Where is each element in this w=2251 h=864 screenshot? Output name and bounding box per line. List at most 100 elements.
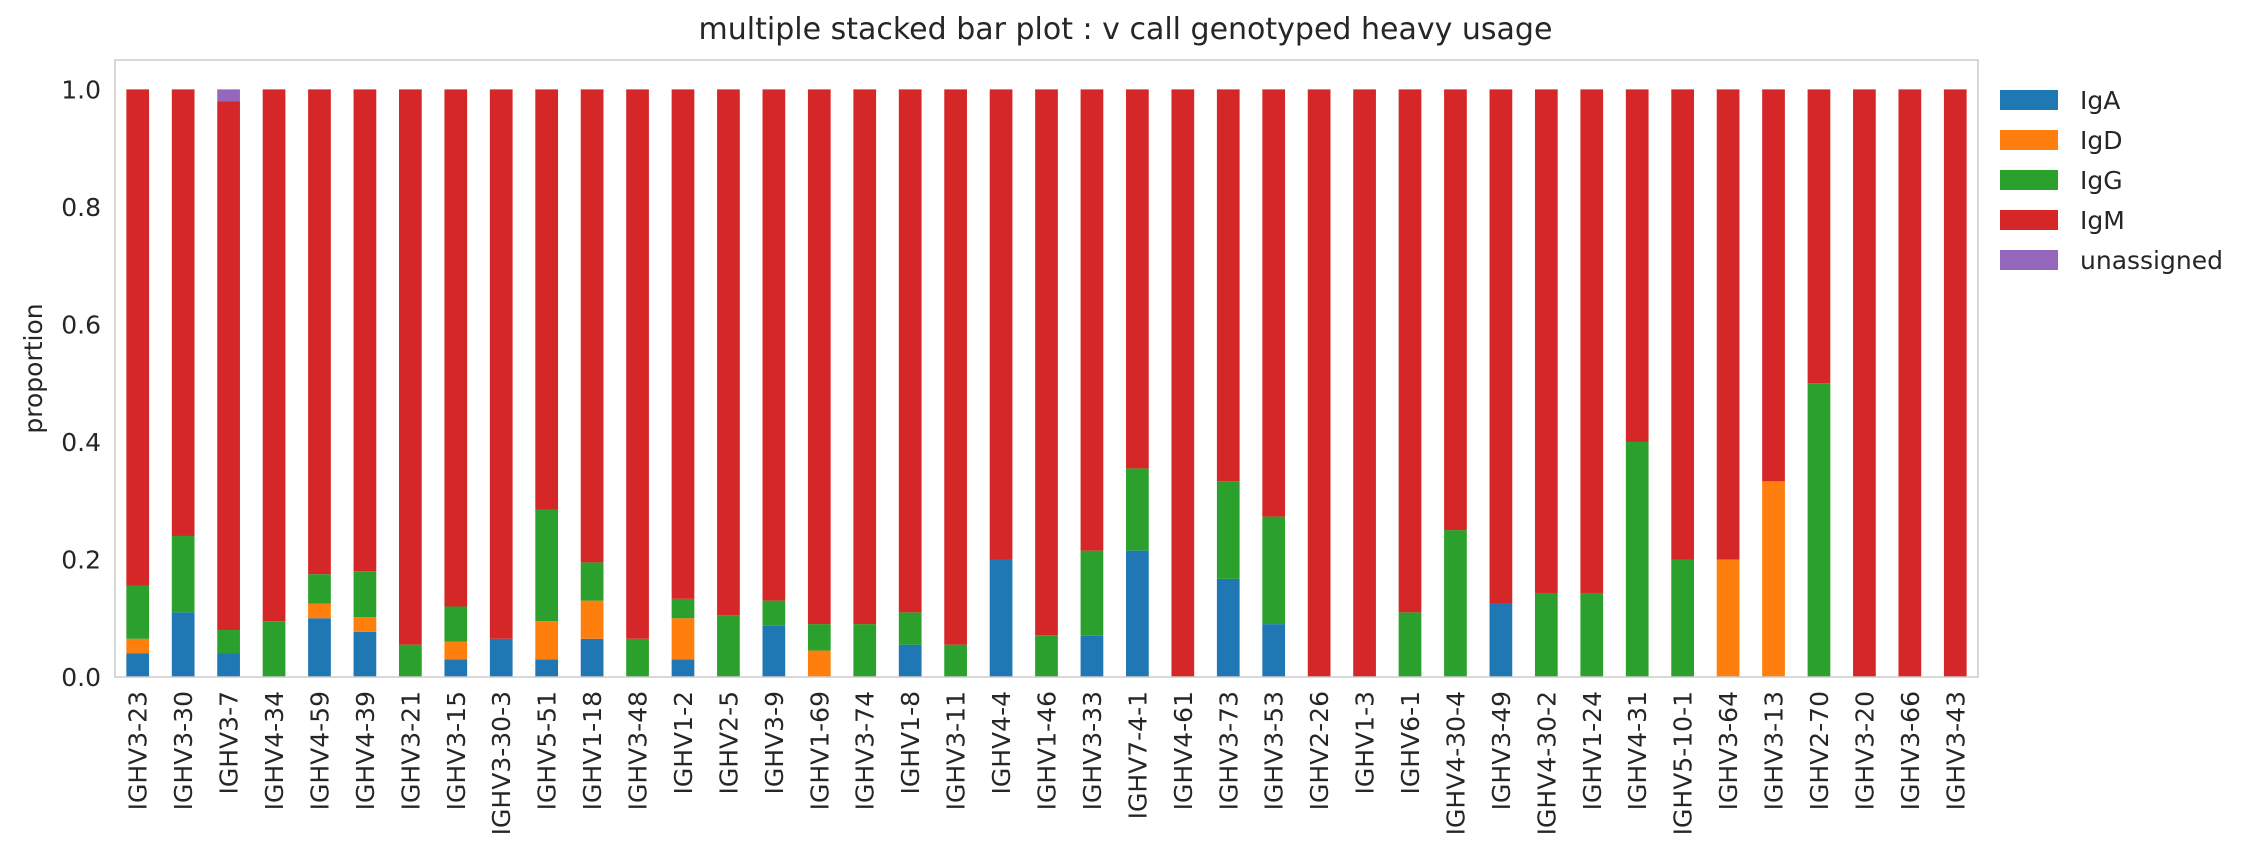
x-tick-label: IGHV3-53	[1260, 691, 1289, 810]
bar-segment-iga-ighv4-39	[353, 631, 377, 677]
bar-segment-igm-ighv3-20	[1853, 89, 1876, 677]
bar-segment-igm-ighv4-39	[353, 89, 377, 572]
bar-segment-igg-ighv6-1	[1398, 612, 1422, 677]
y-tick-label: 0.0	[61, 663, 101, 692]
bar-segment-iga-ighv4-4	[989, 559, 1013, 677]
x-tick-label: IGHV4-61	[1169, 691, 1198, 810]
x-tick-label: IGHV7-4-1	[1123, 691, 1152, 819]
bar-segment-igm-ighv3-13	[1762, 89, 1785, 482]
x-tick-label: IGHV3-74	[851, 691, 880, 810]
x-tick-label: IGHV3-33	[1078, 691, 1107, 810]
legend-swatch	[2000, 250, 2058, 270]
bar-segment-igm-ighv3-49	[1489, 89, 1513, 604]
bar-segment-igm-ighv3-11	[944, 89, 967, 645]
bar-segment-igd-ighv3-15	[444, 641, 468, 660]
x-axis: IGHV3-23 IGHV3-30 IGHV3-7 IGHV4-34 IGHV4-59 I…	[124, 691, 1971, 835]
plot-frame	[114, 59, 1979, 678]
y-tick-label: 0.4	[61, 428, 101, 457]
bars-group	[126, 89, 1967, 677]
x-tick-label: IGHV3-64	[1714, 691, 1743, 810]
bar-segment-iga-ighv3-73	[1216, 578, 1240, 677]
bar-segment-igg-ighv4-34	[262, 621, 286, 677]
x-tick-label: IGHV2-26	[1305, 691, 1334, 810]
x-tick-label: IGHV5-51	[533, 691, 562, 810]
bar-segment-iga-ighv1-18	[580, 638, 604, 677]
bar-segment-igg-ighv7-4-1	[1126, 468, 1149, 551]
bar-segment-igm-ighv1-18	[580, 89, 604, 563]
x-tick-label: IGHV1-24	[1578, 691, 1607, 810]
bar-segment-igm-ighv4-59	[308, 89, 331, 575]
bar-segment-igg-ighv5-10-1	[1671, 559, 1695, 677]
bar-segment-igm-ighv2-5	[717, 89, 740, 616]
x-tick-label: IGHV4-39	[351, 691, 380, 810]
bar-segment-igg-ighv3-48	[626, 638, 649, 677]
bar-segment-igg-ighv3-21	[398, 644, 422, 677]
bar-segment-igg-ighv3-23	[126, 585, 150, 639]
bar-segment-igm-ighv6-1	[1398, 89, 1422, 613]
bar-segment-iga-ighv1-2	[671, 659, 695, 677]
bar-segment-igm-ighv3-30	[171, 89, 195, 536]
bar-segment-igm-ighv1-69	[807, 89, 831, 625]
legend: IgA IgD IgG IgM unassigned	[2000, 80, 2223, 280]
bar-segment-igg-ighv4-30-4	[1444, 530, 1467, 677]
bar-segment-igg-ighv3-74	[853, 624, 877, 677]
bar-segment-igm-ighv3-64	[1716, 89, 1740, 560]
bar-segment-igg-ighv3-9	[762, 600, 786, 626]
bar-segment-igg-ighv3-7	[217, 629, 240, 654]
bar-segment-igm-ighv3-74	[853, 89, 877, 625]
bar-segment-igg-ighv3-15	[444, 606, 468, 642]
x-tick-label: IGHV3-66	[1896, 691, 1925, 810]
legend-swatch	[2000, 130, 2058, 150]
x-tick-label: IGHV3-49	[1487, 691, 1516, 810]
x-tick-label: IGHV3-23	[124, 691, 153, 810]
bar-segment-igm-ighv3-48	[626, 89, 649, 639]
y-tick-label: 1.0	[61, 75, 101, 104]
x-tick-label: IGHV4-59	[305, 691, 334, 810]
bar-segment-igm-ighv1-8	[898, 89, 922, 613]
bar-segment-igg-ighv1-69	[807, 624, 831, 651]
x-tick-label: IGHV6-1	[1396, 691, 1425, 794]
bar-segment-igm-ighv4-31	[1625, 89, 1649, 442]
y-axis-label: proportion	[19, 303, 48, 433]
bar-segment-igg-ighv2-70	[1807, 383, 1831, 677]
y-tick-label: 0.6	[61, 310, 101, 339]
chart-title: multiple stacked bar plot : v call genot…	[698, 12, 1553, 47]
bar-segment-igm-ighv3-73	[1216, 89, 1240, 482]
x-tick-label: IGHV3-13	[1760, 691, 1789, 810]
x-tick-label: IGHV1-46	[1033, 691, 1062, 810]
bar-segment-igd-ighv3-64	[1716, 559, 1740, 677]
legend-item-iga: IgA	[2000, 80, 2223, 120]
x-tick-label: IGHV3-21	[396, 691, 425, 810]
bar-segment-igd-ighv5-51	[535, 621, 559, 660]
bar-segment-igm-ighv4-34	[262, 89, 286, 622]
bar-segment-iga-ighv3-33	[1080, 635, 1104, 677]
bar-segment-igg-ighv4-31	[1625, 441, 1649, 677]
legend-label: unassigned	[2080, 245, 2223, 275]
x-tick-label: IGHV1-3	[1351, 691, 1380, 794]
bar-segment-igd-ighv4-39	[353, 617, 377, 632]
x-tick-label: IGHV1-18	[578, 691, 607, 810]
bar-segment-iga-ighv1-8	[898, 644, 922, 677]
x-tick-label: IGHV3-30-3	[487, 691, 516, 835]
x-tick-label: IGHV5-10-1	[1669, 691, 1698, 835]
bar-segment-igg-ighv3-73	[1216, 481, 1240, 579]
legend-label: IgA	[2080, 85, 2121, 115]
bar-segment-igm-ighv1-24	[1580, 89, 1604, 593]
bar-segment-igd-ighv1-18	[580, 600, 604, 639]
bar-segment-igm-ighv2-26	[1307, 89, 1331, 677]
x-tick-label: IGHV1-2	[669, 691, 698, 794]
y-tick-label: 0.8	[61, 193, 101, 222]
bar-segment-igg-ighv1-8	[898, 612, 922, 645]
bar-segment-igm-ighv1-2	[671, 89, 695, 599]
x-tick-label: IGHV3-15	[442, 691, 471, 810]
bar-segment-igg-ighv1-24	[1580, 592, 1604, 677]
legend-item-igd: IgD	[2000, 120, 2223, 160]
bar-segment-igm-ighv3-66	[1898, 89, 1922, 677]
bar-segment-igm-ighv3-9	[762, 89, 786, 601]
legend-item-igg: IgG	[2000, 160, 2223, 200]
legend-item-unassigned: unassigned	[2000, 240, 2223, 280]
bar-segment-igm-ighv5-10-1	[1671, 89, 1695, 560]
bar-segment-igg-ighv3-53	[1262, 516, 1286, 625]
bar-segment-igg-ighv2-5	[717, 615, 740, 677]
